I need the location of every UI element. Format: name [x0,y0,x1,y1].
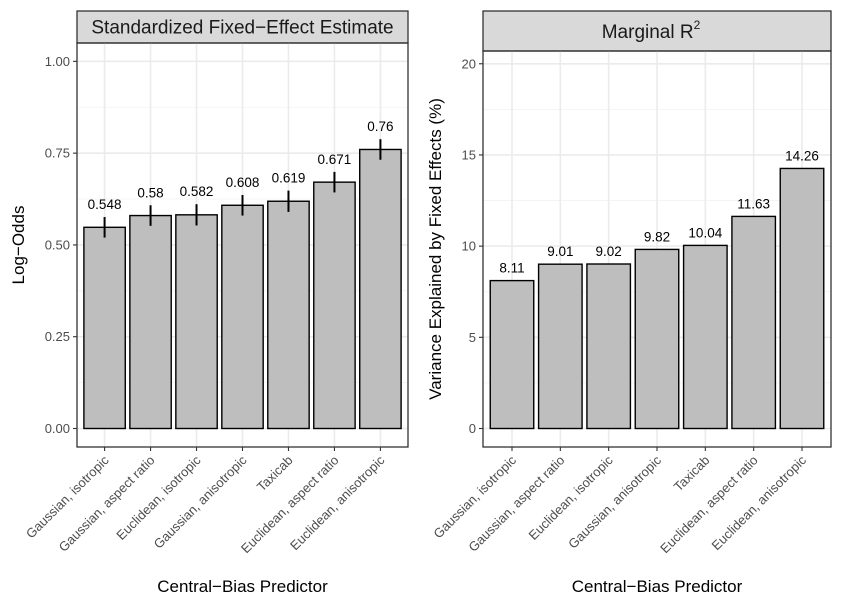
left-bar [175,214,218,430]
right-data-label: 9.01 [547,244,573,259]
right-y-axis: 0 5 10 15 20 [462,56,483,436]
left-bars [83,148,402,430]
right-y-tick-label: 0 [469,421,476,436]
right-y-tick-label: 5 [469,330,476,345]
right-x-tick-label: Gaussian, aspect ratio [465,453,567,555]
left-y-tick-label: 0.25 [45,329,70,344]
left-y-axis-title: Log−Odds [9,206,28,285]
left-y-axis: 0.00 0.25 0.50 0.75 1.00 [45,54,77,436]
left-data-label: 0.548 [88,197,122,212]
left-bar [359,148,402,430]
left-y-tick-label: 0.50 [45,237,70,252]
right-bar [586,263,632,430]
right-x-tick-label: Gaussian, anisotropic [565,452,664,551]
left-data-label: 0.608 [226,175,260,190]
left-x-tick-label: Gaussian, isotropic [23,452,112,541]
left-data-label: 0.619 [272,171,306,186]
left-x-tick-label: Euclidean, isotropic [113,452,204,543]
right-panel-title-superscript: 2 [694,18,701,32]
right-strip: Marginal R2 [482,10,832,52]
right-bar [779,167,825,430]
left-x-tick-label: Taxicab [254,453,296,495]
right-bar [489,279,535,430]
right-x-tick-label: Euclidean, aspect ratio [657,453,761,557]
right-data-labels: 8.11 9.01 9.02 9.82 10.04 11.63 14.26 [499,148,819,275]
left-data-label: 0.671 [318,152,352,167]
right-y-tick-label: 20 [462,56,476,71]
right-x-axis-title: Central−Bias Predictor [572,577,743,596]
right-y-tick-label: 15 [462,147,476,162]
left-data-labels: 0.548 0.58 0.582 0.608 0.619 0.671 0.76 [88,119,394,212]
right-data-label: 9.02 [596,244,622,259]
left-bar [129,214,172,430]
right-data-label: 10.04 [688,225,722,240]
left-y-tick-label: 1.00 [45,54,70,69]
right-y-tick-label: 10 [462,239,476,254]
left-x-tick-label: Euclidean, anisotropic [287,452,388,553]
right-bars [489,167,825,430]
left-panel-fixed-effect: Standardized Fixed−Effect Estimate 0.548… [9,10,409,596]
right-panel-title-main: Marginal R [602,22,694,43]
left-bar [83,226,126,430]
left-data-label: 0.582 [180,184,214,199]
left-x-axis-title: Central−Bias Predictor [157,577,328,596]
right-panel-marginal-r2: Marginal R2 8.11 9.01 9.02 9.82 10.04 11.63 14… [426,10,832,596]
right-x-tick-label: Euclidean, isotropic [525,452,616,543]
right-data-label: 8.11 [499,261,524,276]
left-bar [313,181,356,430]
right-bar [634,248,680,430]
left-data-label: 0.58 [137,185,163,200]
right-data-label: 14.26 [785,148,819,163]
right-x-tick-label: Taxicab [671,453,713,495]
left-x-tick-label: Gaussian, anisotropic [151,452,250,551]
right-bar [731,215,777,430]
right-x-tick-label: Euclidean, anisotropic [709,452,810,553]
left-strip: Standardized Fixed−Effect Estimate [76,10,409,44]
left-y-tick-label: 0.75 [45,146,70,161]
left-bar [267,200,310,430]
right-y-axis-title: Variance Explained by Fixed Effects (%) [426,98,445,400]
left-bar [221,204,264,430]
right-bar [682,244,728,430]
left-error-bars [103,139,382,238]
right-panel-title: Marginal R2 [602,18,701,43]
right-data-label: 9.82 [644,229,670,244]
left-y-tick-label: 0.00 [45,421,70,436]
right-x-tick-label: Gaussian, isotropic [430,452,519,541]
left-data-label: 0.76 [367,119,393,134]
right-bar [537,263,583,430]
left-panel-title: Standardized Fixed−Effect Estimate [91,18,393,39]
right-data-label: 11.63 [737,196,770,211]
